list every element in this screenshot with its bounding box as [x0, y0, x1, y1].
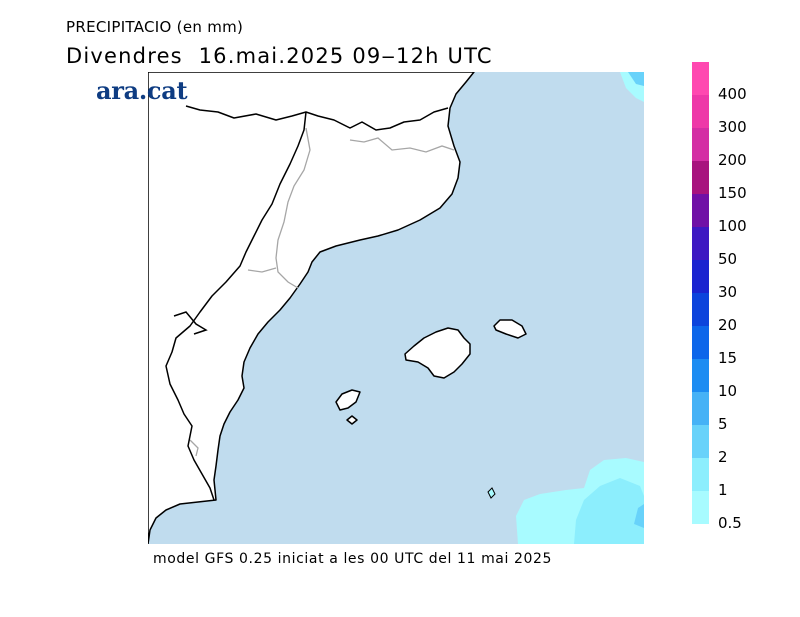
- precip-area-sardinia-peak: [634, 504, 644, 528]
- island-mallorca: [404, 327, 471, 379]
- legend-label: 0.5: [718, 514, 742, 532]
- legend-label: 50: [718, 250, 738, 268]
- legend-swatch: [692, 62, 709, 95]
- border-catalonia-valencia: [247, 267, 277, 273]
- legend-label: 10: [718, 382, 738, 400]
- border-valencia-interior: [189, 439, 199, 457]
- legend-label: 300: [718, 118, 747, 136]
- legend-label: 20: [718, 316, 738, 334]
- border-france-catalonia: [349, 137, 455, 153]
- legend-label: 150: [718, 184, 747, 202]
- legend-label: 1: [718, 481, 728, 499]
- map-title: PRECIPITACIO (en mm): [66, 18, 244, 36]
- precip-area-sardinia-core: [574, 478, 644, 544]
- legend-swatch: [692, 392, 709, 425]
- legend-label: 100: [718, 217, 747, 235]
- islet: [487, 487, 496, 499]
- border-inland-notch: [173, 311, 208, 335]
- legend-label: 15: [718, 349, 738, 367]
- legend-swatch: [692, 194, 709, 227]
- legend-swatch: [692, 227, 709, 260]
- border-aragon-catalonia: [275, 127, 311, 289]
- precip-area-corsica-core: [628, 72, 644, 86]
- land-mainland: [148, 72, 475, 544]
- island-formentera: [346, 415, 358, 425]
- legend-label: 200: [718, 151, 747, 169]
- legend-label: 5: [718, 415, 728, 433]
- legend-swatch: [692, 161, 709, 194]
- map-subtitle: Divendres 16.mai.2025 09‒12h UTC: [66, 44, 493, 68]
- legend-label: 2: [718, 448, 728, 466]
- model-footer: model GFS 0.25 iniciat a les 00 UTC del …: [153, 551, 553, 567]
- legend-swatch: [692, 128, 709, 161]
- legend-color-bar: [692, 62, 709, 524]
- legend-label: 30: [718, 283, 738, 301]
- legend-swatch: [692, 491, 709, 524]
- island-menorca: [493, 319, 527, 339]
- legend-swatch: [692, 95, 709, 128]
- legend-swatch: [692, 425, 709, 458]
- legend-label: 400: [718, 85, 747, 103]
- island-ibiza: [335, 389, 361, 411]
- legend-swatch: [692, 359, 709, 392]
- legend-swatch: [692, 293, 709, 326]
- border-inland: [165, 111, 307, 501]
- legend-swatch: [692, 458, 709, 491]
- legend-swatch: [692, 260, 709, 293]
- legend-swatch: [692, 326, 709, 359]
- border-spain-france: [185, 105, 449, 131]
- brand-logo: ara.cat: [96, 76, 188, 105]
